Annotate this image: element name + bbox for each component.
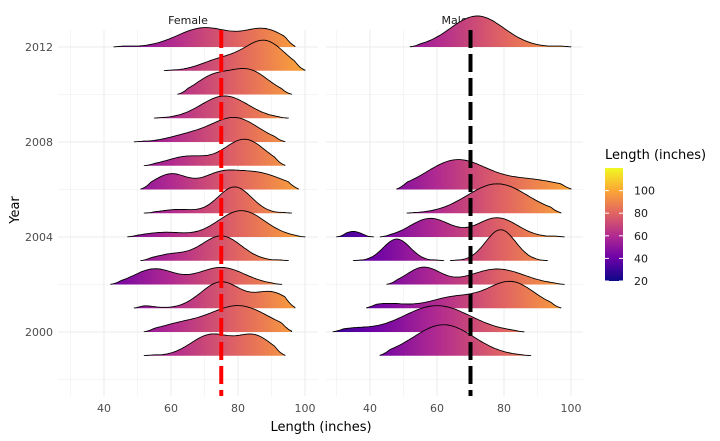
y-tick-label: 2000 bbox=[25, 326, 53, 339]
ridge-outline bbox=[409, 15, 572, 48]
ridge-outline bbox=[406, 183, 562, 214]
x-axis-ticks: 40 60 80 100 40 60 80 100 bbox=[97, 402, 582, 415]
facet-male: Male bbox=[326, 14, 583, 396]
ridge-outline bbox=[379, 324, 532, 357]
y-axis-title: Year bbox=[8, 196, 23, 225]
ridge-outline bbox=[449, 229, 548, 262]
ridge-female-2000 bbox=[144, 305, 292, 332]
ridge-female-2005 bbox=[144, 186, 292, 214]
ridge-outline bbox=[143, 333, 286, 357]
ridge-female-2007 bbox=[144, 139, 285, 166]
ridge-outline bbox=[396, 159, 572, 190]
ridge-outline bbox=[113, 27, 296, 48]
x-tick-label: 80 bbox=[497, 402, 511, 415]
ridge-outline bbox=[332, 305, 525, 333]
ridge-female-2008 bbox=[134, 117, 285, 142]
ridge-female-1999 bbox=[144, 333, 285, 356]
ridge-outline bbox=[153, 95, 289, 119]
ridge-male-2000 bbox=[333, 305, 525, 332]
facet-strip-label: Female bbox=[168, 14, 208, 27]
ridge-outline bbox=[133, 116, 286, 143]
ridge-outline bbox=[143, 138, 286, 167]
y-tick-label: 2004 bbox=[25, 231, 53, 244]
x-axis-title: Length (inches) bbox=[270, 420, 371, 435]
ridge-male-2005 bbox=[406, 183, 561, 214]
ridge-male-2001 bbox=[366, 281, 561, 309]
facet-female: Female bbox=[58, 14, 318, 396]
y-tick-label: 2008 bbox=[25, 136, 53, 149]
legend-tick-label: 100 bbox=[634, 185, 655, 198]
ridge-outline bbox=[163, 39, 306, 72]
x-tick-label: 100 bbox=[561, 402, 582, 415]
ridge-outline bbox=[366, 280, 562, 309]
legend-title: Length (inches) bbox=[605, 148, 706, 163]
ridge-outline bbox=[140, 235, 289, 262]
ridge-female-2010 bbox=[177, 68, 292, 95]
y-tick-label: 2012 bbox=[25, 41, 53, 54]
legend-colorbar bbox=[605, 168, 623, 281]
ridge-male-2012 bbox=[410, 16, 571, 47]
ridge-outline bbox=[177, 68, 293, 95]
legend-tick-label: 80 bbox=[634, 207, 648, 220]
ridge-outline bbox=[110, 266, 283, 285]
ridge-outline bbox=[143, 305, 293, 333]
ridge-female-2011 bbox=[164, 40, 305, 71]
legend-tick-label: 40 bbox=[634, 252, 648, 265]
facet-panels: Female Male bbox=[58, 14, 583, 396]
x-tick-label: 40 bbox=[97, 402, 111, 415]
x-tick-label: 80 bbox=[231, 402, 245, 415]
y-axis-ticks: 2000 2004 2008 2012 bbox=[25, 41, 53, 339]
ridge-outline bbox=[133, 281, 296, 309]
ridge-female-2003 bbox=[140, 235, 289, 261]
ridge-outline bbox=[336, 230, 375, 238]
x-tick-label: 40 bbox=[363, 402, 377, 415]
ridge-male-2004 bbox=[336, 231, 374, 237]
ridge-outline bbox=[352, 238, 445, 262]
ridge-outline bbox=[140, 169, 299, 190]
ridge-male-2003 bbox=[353, 239, 444, 261]
ridge-female-2002 bbox=[110, 267, 282, 285]
legend-tick-label: 20 bbox=[634, 275, 648, 288]
ridge-male-2002 bbox=[386, 267, 565, 285]
x-tick-label: 60 bbox=[164, 402, 178, 415]
color-legend: Length (inches) 20 40 60 80 100 bbox=[605, 148, 706, 288]
ridge-female-2001 bbox=[134, 281, 295, 309]
ridge-female-2004 bbox=[127, 210, 305, 237]
legend-tick-label: 60 bbox=[634, 230, 648, 243]
x-tick-label: 100 bbox=[295, 402, 316, 415]
x-tick-label: 60 bbox=[430, 402, 444, 415]
ridge-male-2003 bbox=[450, 229, 548, 261]
ridge-outline bbox=[386, 266, 565, 285]
ridge-outline bbox=[143, 186, 293, 214]
ridge-male-2006 bbox=[396, 159, 571, 190]
ridge-outline bbox=[127, 210, 306, 238]
ridge-female-2012 bbox=[114, 27, 295, 47]
